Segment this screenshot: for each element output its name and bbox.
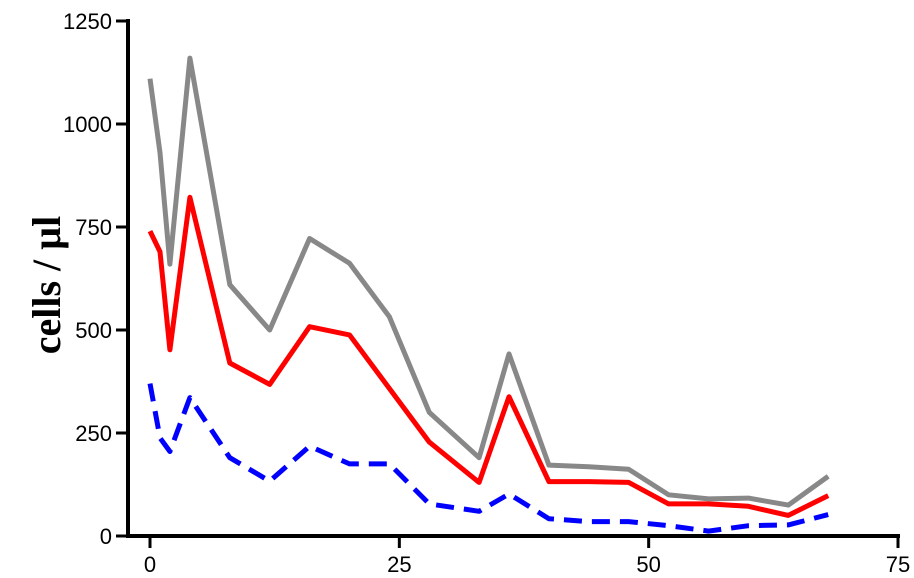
axes-layer	[126, 19, 900, 538]
x-tick-label: 25	[387, 552, 411, 577]
series-line-2	[147, 194, 830, 518]
ticks-layer: 0 250 500 750 1000 1250 0 25 50 75	[63, 9, 910, 577]
y-tick-label: 500	[75, 318, 112, 343]
series-layer	[147, 55, 830, 534]
y-tick-label: 1250	[63, 9, 112, 34]
x-tick-label: 75	[886, 552, 910, 577]
series-line-1	[147, 55, 830, 508]
y-axis-label: cells / µl	[24, 216, 69, 355]
y-tick-label: 0	[100, 524, 112, 549]
y-axis-label-group: cells / µl	[24, 216, 69, 355]
x-tick-label: 0	[144, 552, 156, 577]
y-tick-label: 250	[75, 421, 112, 446]
y-tick-label: 750	[75, 215, 112, 240]
y-tick-label: 1000	[63, 112, 112, 137]
series-line-3	[147, 383, 829, 534]
x-tick-label: 50	[636, 552, 660, 577]
